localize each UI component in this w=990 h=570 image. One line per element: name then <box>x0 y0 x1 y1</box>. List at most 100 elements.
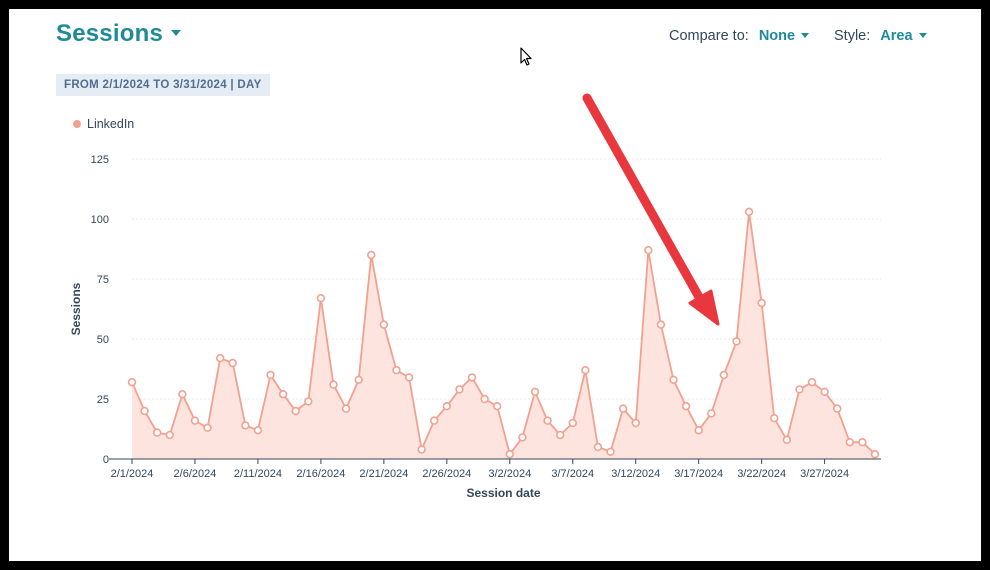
x-tick-label: 3/7/2024 <box>551 468 594 480</box>
date-range-badge: FROM 2/1/2024 TO 3/31/2024 | DAY <box>56 74 270 96</box>
x-tick-label: 2/6/2024 <box>174 468 217 480</box>
x-tick-label: 2/16/2024 <box>296 468 345 480</box>
data-point <box>581 366 590 375</box>
data-point <box>656 320 666 329</box>
data-point <box>304 397 313 406</box>
data-point <box>820 387 829 396</box>
data-point <box>417 445 426 454</box>
data-point <box>341 404 351 413</box>
x-tick-label: 2/26/2024 <box>422 468 471 480</box>
data-point <box>530 387 540 396</box>
data-point <box>870 450 880 459</box>
chart-card: Sessions Compare to: None Style: Area FR… <box>9 9 981 561</box>
y-axis-title: Sessions <box>69 282 83 335</box>
data-point <box>757 298 766 308</box>
data-point <box>618 404 628 413</box>
data-point <box>782 435 792 444</box>
y-tick-label: 0 <box>103 454 109 466</box>
data-point <box>127 378 137 387</box>
x-tick-label: 3/2/2024 <box>488 468 531 480</box>
data-point <box>165 430 174 440</box>
data-point <box>215 354 225 363</box>
data-point <box>178 390 187 399</box>
data-point <box>241 421 250 430</box>
y-tick-label: 75 <box>97 274 109 286</box>
x-tick-label: 2/11/2024 <box>234 468 282 480</box>
x-tick-label: 2/1/2024 <box>111 468 154 480</box>
x-tick-label: 2/21/2024 <box>359 468 408 480</box>
data-point <box>807 378 817 387</box>
y-tick-label: 125 <box>91 154 109 166</box>
data-point <box>606 447 615 456</box>
x-tick-label: 3/22/2024 <box>737 468 786 480</box>
chevron-down-icon <box>801 32 810 38</box>
data-point <box>719 370 729 380</box>
data-point <box>392 366 401 375</box>
data-point <box>316 294 326 303</box>
x-axis-title: Session date <box>466 486 540 500</box>
area-chart: 0 25 50 75 100 125 2/1/2024 2/6/2024 2/11/2024 2/… <box>69 93 881 500</box>
style-value: Area <box>880 28 913 44</box>
y-tick-label: 25 <box>97 394 109 406</box>
style-dropdown[interactable]: Area <box>880 28 927 44</box>
data-point <box>795 385 804 394</box>
legend-dot-icon <box>73 120 81 128</box>
chevron-down-icon <box>918 32 927 38</box>
compare-value: None <box>758 28 796 44</box>
y-tick-label: 100 <box>91 214 109 226</box>
data-point <box>455 385 464 394</box>
series-area-linkedin <box>132 211 875 459</box>
annotation-arrow-shaft <box>582 93 704 302</box>
data-point <box>430 416 439 425</box>
data-point <box>593 442 603 452</box>
data-point <box>833 404 842 413</box>
data-point <box>555 430 565 440</box>
data-point <box>467 373 477 382</box>
data-point <box>278 390 288 399</box>
data-point <box>770 414 779 423</box>
style-control: Style: Area <box>834 28 927 44</box>
data-point <box>858 438 867 447</box>
style-label: Style: <box>834 28 871 44</box>
y-tick-label: 50 <box>97 334 109 346</box>
data-point <box>744 207 754 217</box>
data-point <box>253 426 263 435</box>
data-point <box>493 402 502 411</box>
report-title-dropdown[interactable]: Sessions <box>56 20 181 48</box>
data-point <box>505 450 514 459</box>
data-point <box>480 394 489 404</box>
data-point <box>681 402 691 411</box>
compare-to-control: Compare to: None <box>669 28 810 44</box>
data-point <box>379 320 389 329</box>
data-point <box>442 402 452 411</box>
data-point <box>354 375 363 384</box>
data-point <box>266 370 275 380</box>
data-point <box>568 418 577 428</box>
x-tick-label: 3/27/2024 <box>800 468 849 480</box>
data-point <box>669 375 678 384</box>
x-tick-label: 3/17/2024 <box>674 468 723 480</box>
report-title: Sessions <box>56 20 163 47</box>
data-point <box>518 433 527 442</box>
data-point <box>291 406 300 416</box>
x-tick-label: 3/12/2024 <box>611 468 660 480</box>
compare-label: Compare to: <box>669 28 749 44</box>
data-point <box>140 406 149 416</box>
annotation-arrow-head <box>688 289 720 326</box>
data-point <box>732 337 741 346</box>
chevron-down-icon <box>171 29 181 36</box>
data-point <box>694 426 703 435</box>
legend-item-linkedin[interactable]: LinkedIn <box>73 117 134 131</box>
data-point <box>543 416 552 425</box>
data-point <box>367 250 376 260</box>
data-point <box>228 358 237 368</box>
data-point <box>644 246 653 255</box>
mouse-pointer-icon <box>520 47 532 66</box>
data-point <box>404 373 414 382</box>
data-point <box>203 423 212 432</box>
legend-label: LinkedIn <box>87 117 135 131</box>
data-point <box>707 409 716 418</box>
data-point <box>329 380 338 389</box>
data-point <box>845 438 855 447</box>
compare-dropdown[interactable]: None <box>758 28 810 44</box>
